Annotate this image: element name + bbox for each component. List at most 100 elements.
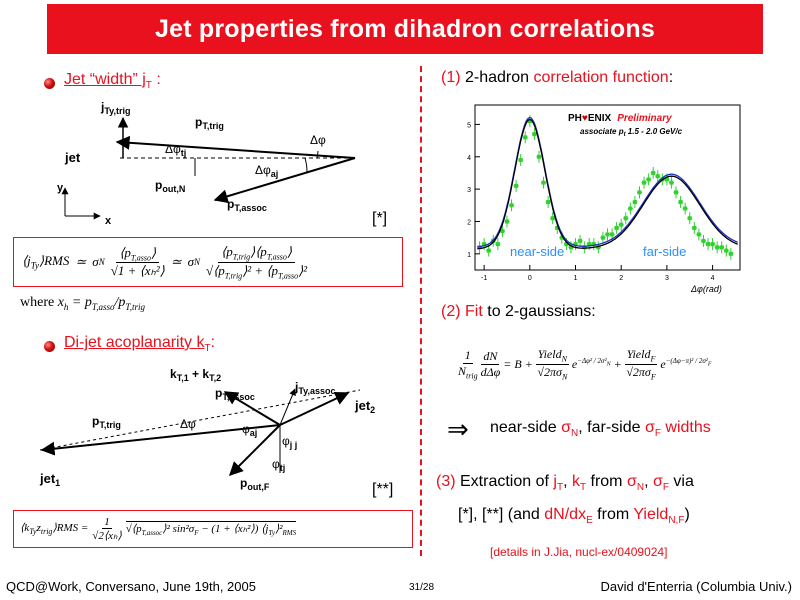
bullet-icon: [44, 78, 55, 89]
data-points: [477, 115, 734, 260]
data-point: [724, 248, 729, 253]
jet-width-heading: Jet “width” jT :: [64, 71, 161, 92]
angle-arc: [304, 157, 308, 174]
data-point: [541, 180, 546, 185]
data-point: [573, 242, 578, 247]
data-point: [600, 235, 605, 240]
data-point: [582, 245, 587, 250]
data-point: [715, 245, 720, 250]
title-bar: Jet properties from dihadron correlation…: [47, 4, 763, 54]
data-point: [669, 180, 674, 185]
footer-author: David d'Enterria (Columbia Univ.): [600, 579, 792, 594]
data-point: [550, 216, 555, 221]
label-phi-tj: φtj: [272, 457, 285, 473]
phenix-logo: PH♥ENIX Preliminary: [568, 113, 672, 124]
data-point: [536, 154, 541, 159]
label-pt-trig: pT,trig: [92, 414, 121, 430]
data-point: [546, 200, 551, 205]
data-point: [701, 238, 706, 243]
label-pt-assoc: pT,assoc: [215, 386, 255, 402]
label-pt-trig: pT,trig: [195, 115, 224, 131]
data-point: [591, 242, 596, 247]
data-point: [719, 245, 724, 250]
data-point: [642, 180, 647, 185]
fit-formula: 1 Ntrig dN dΔφ = B + YieldN √2πσN e−Δφ² / 2…: [458, 347, 712, 381]
ptrig-vector: [115, 135, 356, 159]
angle-arc: [316, 150, 319, 159]
bullet-icon: [44, 341, 55, 352]
correlation-function-plot: 1 2 3 4 5 -1 0 1 2 3 4 PH♥ENIX Preliminary associa…: [467, 104, 741, 294]
data-point: [587, 242, 592, 247]
data-point: [605, 232, 610, 237]
label-kt-sum: kT,1 + kT,2: [170, 367, 221, 383]
label-y: y: [57, 182, 64, 194]
data-point: [696, 232, 701, 237]
data-point: [664, 177, 669, 182]
x-tick-label: 1: [574, 275, 578, 282]
data-point: [514, 183, 519, 188]
data-point: [500, 229, 505, 234]
implies-arrow-icon: ⇒: [447, 414, 469, 444]
data-point: [610, 232, 615, 237]
data-point: [559, 235, 564, 240]
kt-rms-formula: ⟨kTyztrig⟩RMS = 1 √2⟨xₕ⟩ √⟨pT,assoc⟩² si…: [13, 510, 413, 548]
label-jet: jet: [64, 150, 81, 165]
data-point: [495, 242, 500, 247]
fraction-2: ⟨pT,trig⟩⟨pT,asso⟩ √⟨pT,trig⟩² + ⟨pT,ass…: [206, 243, 308, 281]
y-tick-label: 2: [467, 219, 471, 226]
x-axis-label: Δφ(rad): [690, 284, 722, 294]
label-jet2: jet2: [354, 398, 375, 415]
data-point: [728, 251, 733, 256]
acoplanarity-heading: Di-jet acoplanarity kT:: [64, 334, 216, 355]
label-pout-n: pout,N: [155, 178, 185, 194]
data-point: [692, 225, 697, 230]
ptrig-vector: [40, 424, 281, 456]
data-point: [637, 190, 642, 195]
data-point: [674, 190, 679, 195]
page-title: Jet properties from dihadron correlation…: [155, 14, 655, 43]
jty-assoc-vector: [279, 388, 296, 426]
where-clause: where xh = pT,asso/pT,trig: [20, 295, 145, 312]
label-dphi-tj: Δφtj: [165, 142, 186, 158]
label-jet1: jet1: [39, 471, 60, 488]
widths-line: near-side σN, far-side σF widths: [490, 419, 711, 440]
step-3-text: (3) Extraction of jT, kT from σN, σF via…: [436, 473, 694, 527]
x-tick-label: 2: [619, 275, 623, 282]
step-1-heading: (1) 2-hadron correlation function:: [441, 69, 674, 86]
page-number: 31/28: [409, 582, 435, 593]
ref-double-star: [**]: [372, 481, 394, 498]
y-tick-label: 5: [467, 122, 471, 129]
x-ticks: -1 0 1 2 3 4: [481, 265, 715, 282]
data-point: [477, 245, 482, 250]
x-tick-label: -1: [481, 275, 487, 282]
ref-star: [*]: [372, 210, 388, 227]
pout-f-vector: [229, 424, 281, 476]
label-phi-aj: φaj: [242, 422, 257, 438]
x-tick-label: 0: [528, 275, 532, 282]
assoc-pt-label: associate pt 1.5 - 2.0 GeV/c: [580, 127, 683, 138]
data-point: [504, 219, 509, 224]
far-side-label: far-side: [643, 244, 686, 259]
data-point: [596, 245, 601, 250]
data-point: [655, 174, 660, 179]
y-tick-label: 4: [467, 155, 471, 162]
kt-vector: [223, 391, 281, 426]
data-point: [687, 216, 692, 221]
dashed-line: [39, 389, 361, 451]
data-point: [614, 225, 619, 230]
data-point: [509, 203, 514, 208]
data-point: [683, 206, 688, 211]
data-point: [628, 206, 633, 211]
column-divider: [420, 66, 422, 556]
label-dphi: Δφ: [310, 133, 326, 147]
label-x: x: [105, 215, 112, 227]
details-reference: [details in J.Jia, nucl-ex/0409024]: [490, 545, 668, 559]
passoc-vector: [213, 157, 356, 204]
passoc-vector: [279, 392, 350, 426]
data-point: [523, 135, 528, 140]
lhs: ⟨jTy⟩RMS: [22, 253, 70, 271]
fit-curve: [477, 118, 738, 250]
label-jty-trig: jTy,trig: [100, 100, 131, 116]
label-dphi-aj: Δφaj: [255, 163, 278, 179]
y-tick-label: 3: [467, 187, 471, 194]
